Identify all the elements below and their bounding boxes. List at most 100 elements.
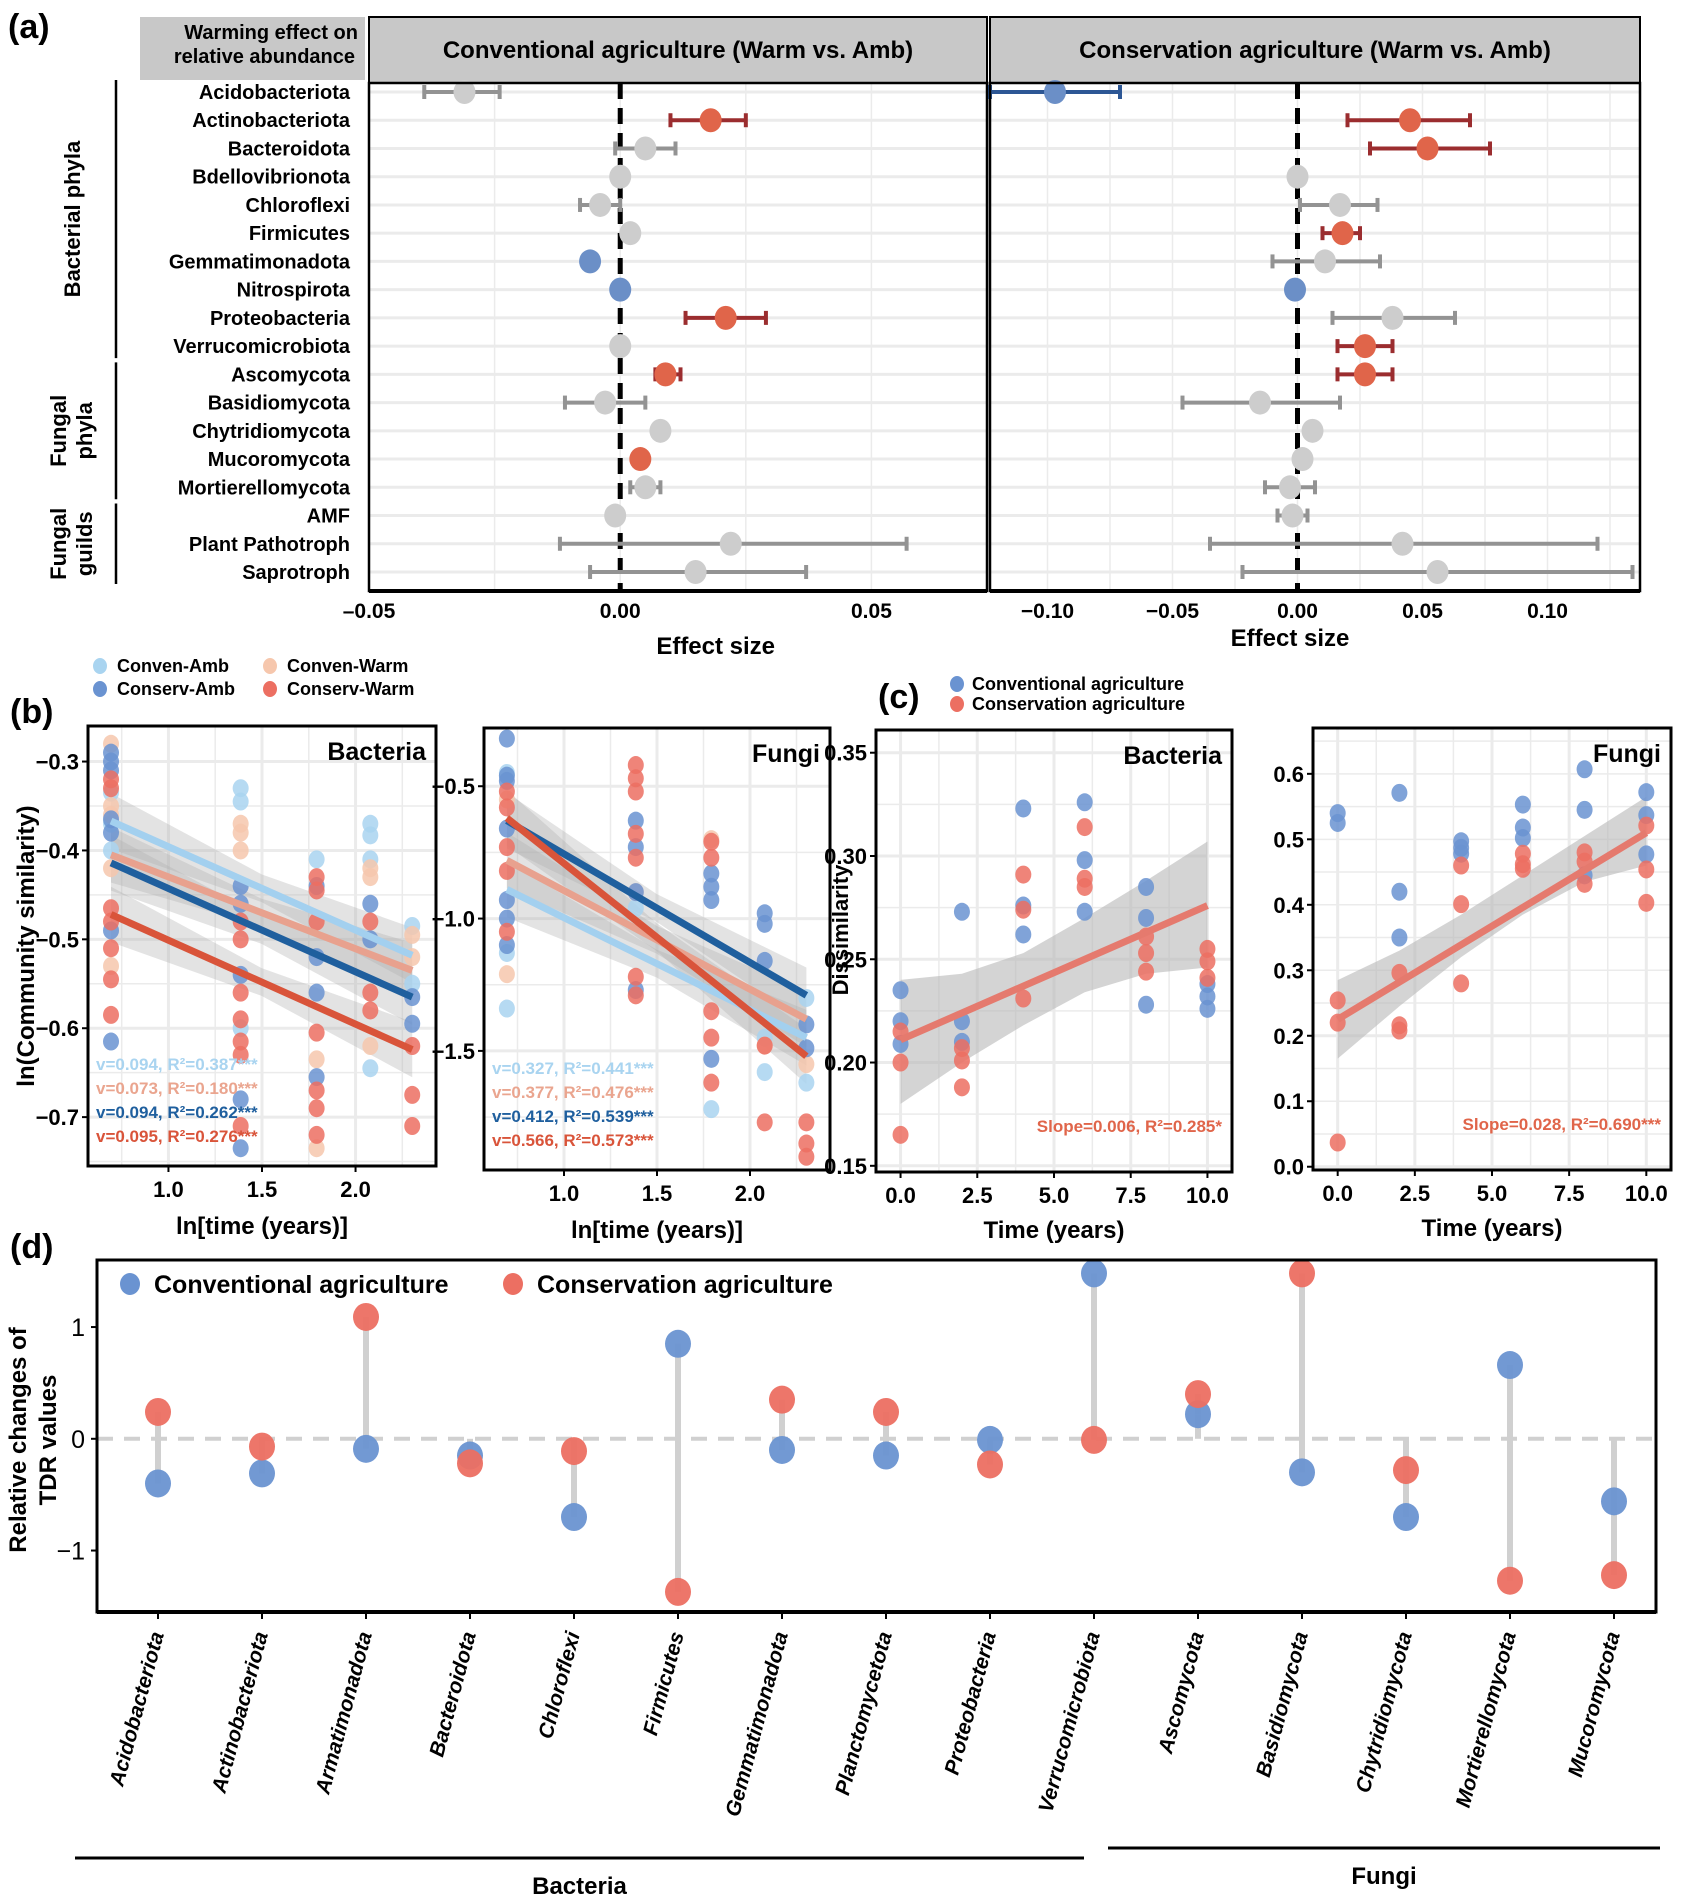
effect-point xyxy=(684,560,707,584)
facet-title: Fungi xyxy=(752,740,820,768)
data-point xyxy=(1015,989,1032,1008)
panel-label-a: (a) xyxy=(8,8,50,46)
data-point xyxy=(232,1032,249,1051)
panel-d: (d) Relative changes of TDR values 1 0 −1 A… xyxy=(5,1228,1660,1900)
data-point xyxy=(308,1023,325,1042)
data-point xyxy=(232,983,249,1002)
effect-point xyxy=(609,277,632,302)
effect-point xyxy=(714,305,737,330)
dumbbell-point xyxy=(561,1503,587,1532)
data-point xyxy=(1391,928,1408,947)
data-point xyxy=(1015,865,1032,884)
effect-point xyxy=(609,334,632,359)
regression-annotation: Slope=0.028, R²=0.690*** xyxy=(1463,1115,1662,1134)
effect-point xyxy=(589,192,612,217)
data-point xyxy=(627,782,644,801)
y-axis-label-c: Dissimilarity xyxy=(828,864,853,996)
x-category-label: Planctomycetota xyxy=(831,1629,897,1798)
dumbbell-point xyxy=(1497,1566,1523,1595)
y-axis-label-d-line1: Relative changes of xyxy=(5,1326,32,1552)
plot-area xyxy=(876,730,1232,1172)
x-tick-label: 1.5 xyxy=(247,1177,278,1202)
y-tick-label: 0.4 xyxy=(1273,893,1304,918)
y-tick-label: 0 xyxy=(71,1426,85,1454)
x-category-label: Verrucomicrobiota xyxy=(1034,1629,1104,1815)
y-tick-label: 0.20 xyxy=(824,1051,867,1076)
y-tick-label: 0.3 xyxy=(1273,958,1304,983)
x-tick-label: 7.5 xyxy=(1554,1181,1585,1206)
data-point xyxy=(1391,783,1408,802)
data-point xyxy=(362,826,379,845)
x-category-label: Chloroflexi xyxy=(534,1628,585,1741)
data-point xyxy=(232,792,249,811)
dumbbell-plot: 1 0 −1 Acidobacteriota Actinobacteriota Armat… xyxy=(56,1258,1660,1900)
regression-annotation: v=0.094, R²=0.262*** xyxy=(96,1103,258,1122)
data-point xyxy=(103,957,120,975)
data-point xyxy=(798,1073,815,1092)
effect-point xyxy=(1281,503,1304,528)
corner-label-line1: Warming effect on xyxy=(184,22,358,44)
data-point xyxy=(703,1002,720,1021)
data-point xyxy=(404,925,421,944)
effect-point xyxy=(1301,418,1324,443)
effect-point xyxy=(1284,277,1306,302)
y-tick-label: 0.2 xyxy=(1273,1024,1304,1049)
data-point xyxy=(362,868,379,887)
dumbbell-point xyxy=(769,1435,795,1464)
data-point xyxy=(362,1037,379,1055)
legend-label: Conservation agriculture xyxy=(972,694,1185,714)
facet-title: Fungi xyxy=(1593,740,1661,768)
data-point xyxy=(1453,974,1470,993)
data-point xyxy=(362,1059,379,1078)
x-category-label: Mortierellomycota xyxy=(1452,1629,1521,1810)
dumbbell-point xyxy=(1081,1425,1107,1454)
data-point xyxy=(103,779,120,798)
data-point xyxy=(232,841,249,860)
data-point xyxy=(1638,783,1655,802)
legend-marker xyxy=(120,1273,140,1295)
regression-annotation: v=0.073, R²=0.180*** xyxy=(96,1079,258,1098)
data-point xyxy=(1514,859,1531,878)
panel-label-c: (c) xyxy=(878,678,920,716)
x-tick-label: 0.05 xyxy=(851,600,892,623)
group-label: phyla xyxy=(72,401,97,459)
category-label: Nitrospirota xyxy=(237,280,351,302)
data-point xyxy=(798,1055,815,1074)
category-label: Actinobacteriota xyxy=(192,110,351,132)
data-point xyxy=(103,823,120,842)
x-category-label: Chytridiomycota xyxy=(1352,1629,1417,1795)
data-point xyxy=(703,1028,720,1047)
y-tick-label: −0.5 xyxy=(432,774,475,799)
x-tick-label: 7.5 xyxy=(1115,1183,1146,1208)
regression-line xyxy=(1335,829,1649,1023)
group-label: Fungal xyxy=(46,508,71,580)
x-category-label: Bacteroidota xyxy=(425,1629,481,1759)
y-tick-label: −1 xyxy=(56,1538,85,1566)
data-point xyxy=(756,1036,773,1055)
dumbbell-point xyxy=(1393,1503,1419,1532)
data-point xyxy=(627,967,644,986)
data-point xyxy=(756,1113,773,1132)
panel-a: (a) Warming effect on relative abundance… xyxy=(8,8,1642,660)
effect-point xyxy=(1416,136,1439,161)
x-tick-label: 1.5 xyxy=(642,1181,673,1206)
dumbbell-point xyxy=(873,1441,899,1470)
legend-marker xyxy=(950,676,964,692)
data-point xyxy=(1138,908,1155,927)
x-axis-label: Effect size xyxy=(1231,625,1350,652)
data-point xyxy=(1076,877,1093,896)
data-point xyxy=(1453,856,1470,875)
effect-point xyxy=(1291,447,1314,472)
category-label: Firmicutes xyxy=(249,223,350,245)
data-point xyxy=(498,891,515,910)
facet-bacteria-b: Bacteria 1.0 1.5 2.0 −0.3 −0.4 −0.5 −0.6 −0.7 v=0… xyxy=(36,724,438,1240)
data-point xyxy=(308,1099,325,1118)
data-point xyxy=(1514,795,1531,814)
dumbbell-point xyxy=(1289,1458,1315,1487)
data-point xyxy=(1638,860,1655,879)
facet-title: Bacteria xyxy=(327,738,427,766)
data-point xyxy=(798,1113,815,1132)
